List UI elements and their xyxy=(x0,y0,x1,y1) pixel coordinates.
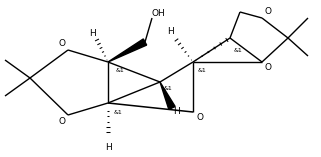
Polygon shape xyxy=(108,39,147,62)
Text: H: H xyxy=(173,108,179,116)
Text: &1: &1 xyxy=(114,109,122,114)
Text: O: O xyxy=(265,63,272,73)
Text: &1: &1 xyxy=(164,86,172,90)
Text: O: O xyxy=(58,117,65,127)
Text: O: O xyxy=(58,40,65,49)
Text: &1: &1 xyxy=(198,68,206,73)
Text: O: O xyxy=(265,8,272,16)
Text: H: H xyxy=(167,27,173,36)
Text: &1: &1 xyxy=(116,68,124,73)
Text: OH: OH xyxy=(151,10,165,19)
Text: O: O xyxy=(196,114,204,122)
Polygon shape xyxy=(160,82,175,109)
Text: &1: &1 xyxy=(234,48,242,52)
Text: H: H xyxy=(90,30,96,38)
Text: H: H xyxy=(105,143,111,152)
